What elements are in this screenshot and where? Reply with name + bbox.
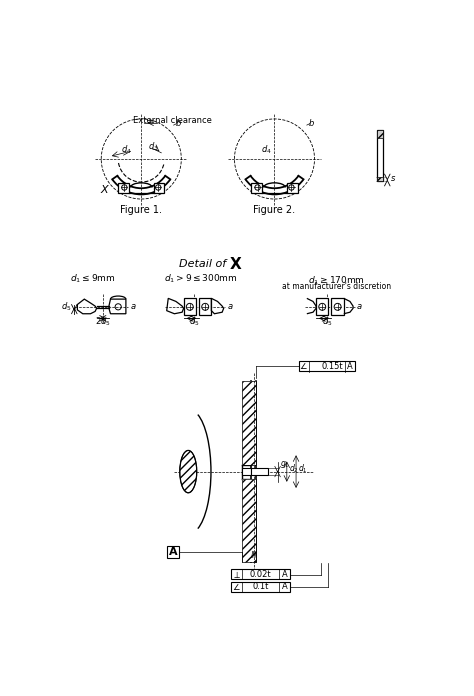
Text: A: A xyxy=(282,570,287,579)
Text: 0.1t: 0.1t xyxy=(253,583,269,591)
Bar xyxy=(242,381,256,465)
Text: $d_1$: $d_1$ xyxy=(298,462,308,475)
Text: $d_3$: $d_3$ xyxy=(148,141,159,153)
Text: $d_1 \leq 9$mm: $d_1 \leq 9$mm xyxy=(70,273,116,285)
Text: $d_2$: $d_2$ xyxy=(289,462,299,475)
Text: $a$: $a$ xyxy=(130,302,137,311)
Text: X: X xyxy=(230,257,242,272)
Text: $b$: $b$ xyxy=(175,116,182,127)
Text: $g_1$: $g_1$ xyxy=(280,459,290,470)
Text: $\angle$: $\angle$ xyxy=(232,582,241,592)
Text: $n$: $n$ xyxy=(250,466,257,475)
Text: $\perp$: $\perp$ xyxy=(232,569,242,580)
Text: $d_4$: $d_4$ xyxy=(120,143,131,156)
Bar xyxy=(183,299,196,315)
Bar xyxy=(242,479,256,562)
Text: A: A xyxy=(169,547,177,557)
Text: 0.15t: 0.15t xyxy=(321,362,343,371)
Bar xyxy=(231,582,290,592)
Bar xyxy=(287,183,298,193)
Text: A: A xyxy=(282,583,287,591)
Bar xyxy=(377,130,383,180)
Bar xyxy=(154,183,164,193)
Bar xyxy=(167,546,179,557)
Text: $d_1 > 9 \leq 300$mm: $d_1 > 9 \leq 300$mm xyxy=(164,273,238,285)
Bar xyxy=(251,468,268,475)
Text: at manufacturer's discretion: at manufacturer's discretion xyxy=(282,283,391,292)
Text: Figure 2.: Figure 2. xyxy=(254,205,296,215)
Text: $a$: $a$ xyxy=(227,302,233,311)
Bar xyxy=(242,479,256,562)
Bar xyxy=(299,361,355,372)
Bar xyxy=(242,381,256,465)
Bar xyxy=(316,299,328,315)
Bar xyxy=(118,183,129,193)
Bar xyxy=(377,177,383,180)
Text: $d_5$: $d_5$ xyxy=(321,315,332,328)
Text: $d_5$: $d_5$ xyxy=(189,315,200,328)
Text: X: X xyxy=(100,184,108,195)
Text: Figure 1.: Figure 1. xyxy=(120,205,162,215)
Text: $d_5$: $d_5$ xyxy=(62,301,72,313)
Text: $a$: $a$ xyxy=(356,302,363,311)
Text: $b$: $b$ xyxy=(308,116,315,127)
Text: Detail of: Detail of xyxy=(179,259,227,269)
Text: $m$: $m$ xyxy=(242,466,252,475)
Bar xyxy=(199,299,211,315)
Text: External clearance: External clearance xyxy=(133,116,211,125)
Text: $\angle$: $\angle$ xyxy=(300,361,308,372)
Text: $s$: $s$ xyxy=(391,174,397,183)
Bar xyxy=(331,299,344,315)
Text: $d_4$: $d_4$ xyxy=(262,143,272,156)
Text: lll: lll xyxy=(251,551,257,560)
Text: $2d_5$: $2d_5$ xyxy=(95,315,111,328)
Bar xyxy=(251,183,262,193)
Bar xyxy=(377,130,383,139)
Text: A: A xyxy=(347,362,353,371)
Text: $d_1 \geq 170$mm: $d_1 \geq 170$mm xyxy=(308,274,365,287)
Bar xyxy=(231,569,290,579)
Bar xyxy=(242,468,251,475)
Ellipse shape xyxy=(180,450,197,493)
Text: 0.02t: 0.02t xyxy=(250,570,272,579)
